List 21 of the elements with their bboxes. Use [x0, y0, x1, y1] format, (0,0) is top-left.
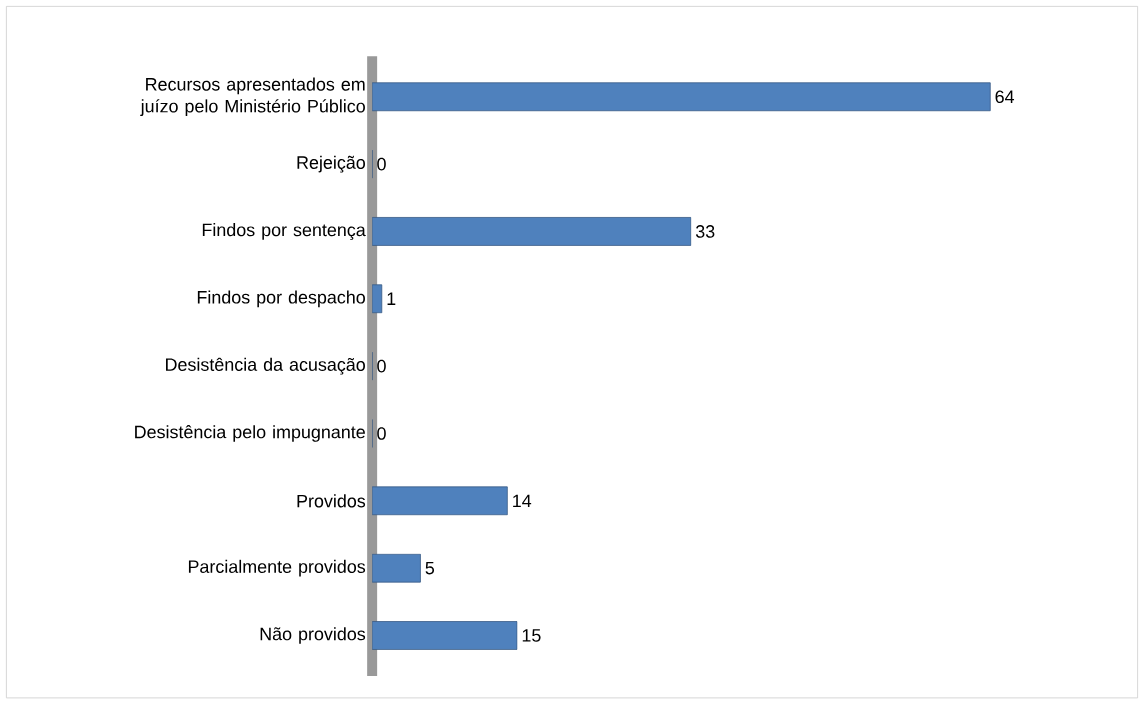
- bar: [372, 553, 421, 583]
- data-label: 33: [695, 224, 715, 238]
- y-tick-label: Findos por sentença: [202, 222, 366, 240]
- y-tick-label: Findos por despacho: [197, 290, 365, 307]
- data-label: 0: [377, 426, 386, 440]
- y-tick-label: Providos: [297, 494, 366, 508]
- data-label: 64: [995, 90, 1015, 103]
- y-tick-label: Parcialmente providos: [188, 559, 366, 577]
- bar: [372, 284, 383, 314]
- bar: [372, 82, 991, 112]
- y-tick-label: Rejeição: [297, 155, 365, 173]
- y-tick-label: Não providos: [260, 627, 366, 644]
- y-tick-label: Desistência da acusação: [166, 357, 365, 375]
- data-label: 5: [425, 561, 435, 575]
- y-tick-label: Recursos apresentados em juízo pelo Ministério Público: [140, 77, 365, 116]
- data-label: 1: [387, 292, 396, 305]
- y-tick-label: Desistência pelo impugnante: [135, 424, 365, 442]
- data-label: 0: [377, 359, 386, 373]
- data-label: 0: [377, 157, 386, 171]
- data-label: 15: [522, 629, 541, 642]
- data-label: 14: [513, 494, 532, 507]
